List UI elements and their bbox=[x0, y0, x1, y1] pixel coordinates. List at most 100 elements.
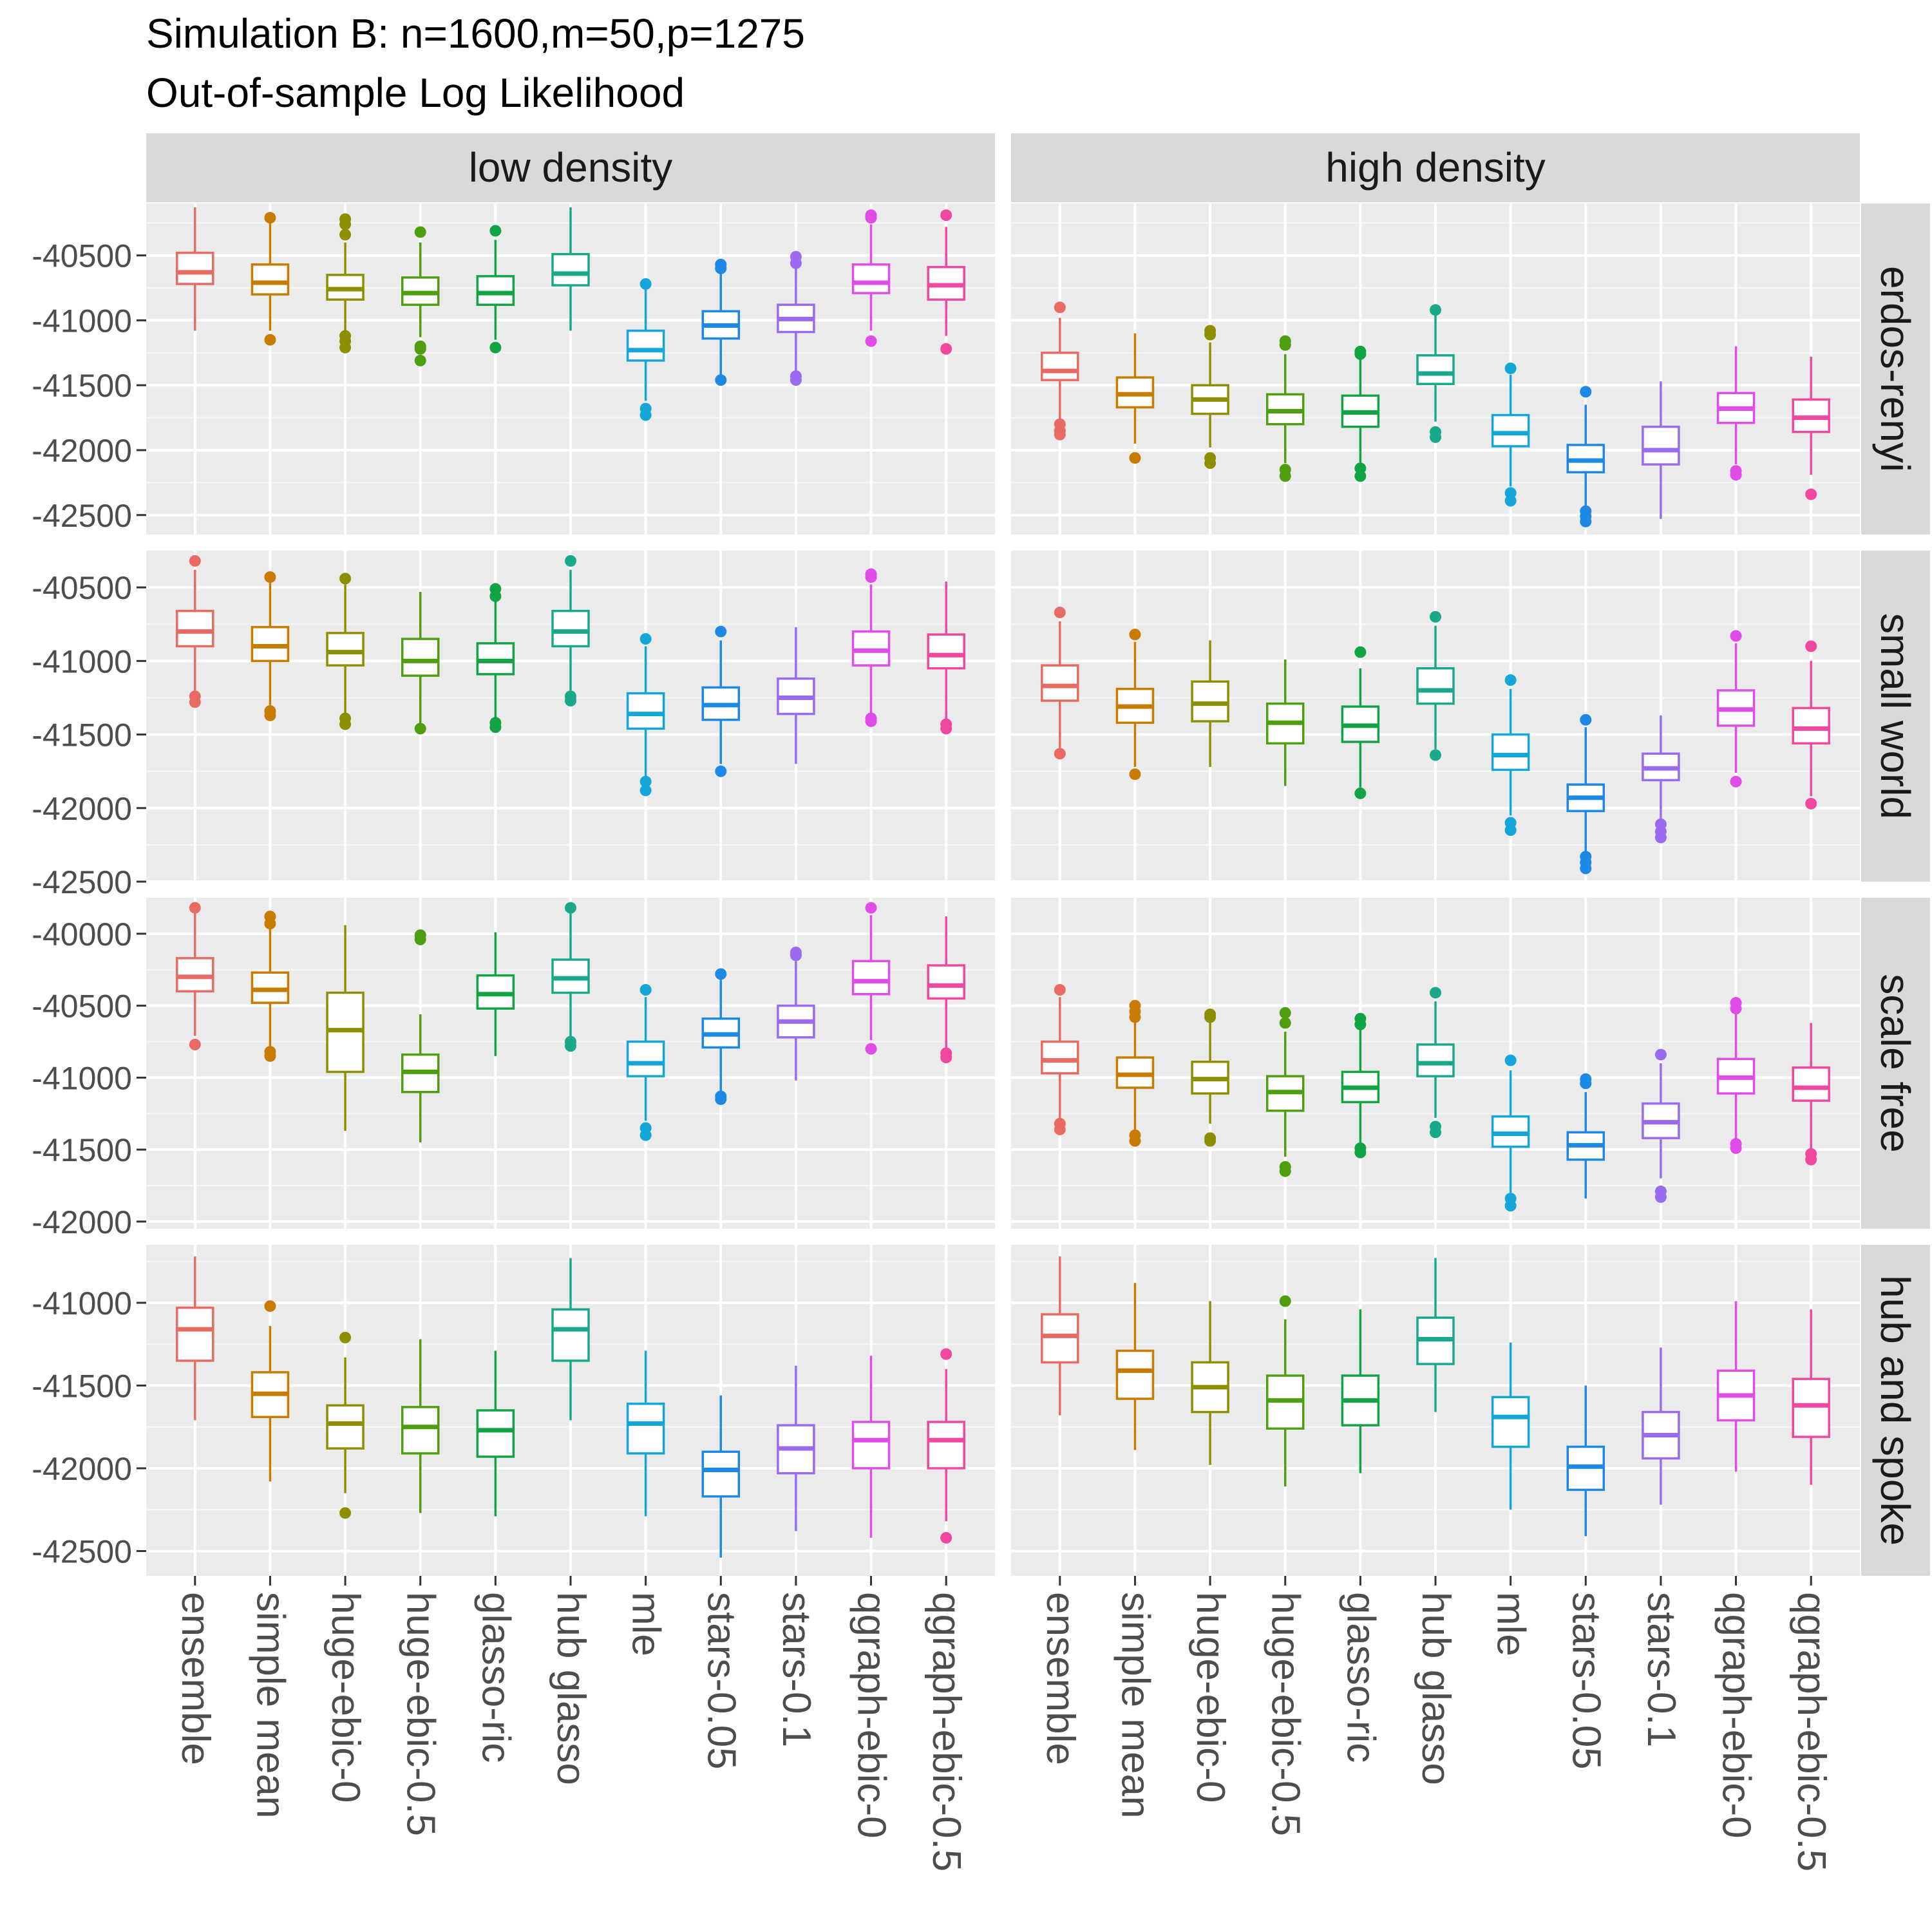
box-qgraph-ebic-0-5 bbox=[1792, 356, 1830, 500]
outlier-point bbox=[715, 968, 727, 980]
box-stars-0-05 bbox=[1566, 714, 1605, 875]
box-ensemble bbox=[1041, 1256, 1079, 1416]
box-iqr bbox=[927, 964, 965, 1000]
box-glasso-ric bbox=[1341, 345, 1380, 482]
box-iqr bbox=[851, 1421, 891, 1470]
outlier-point bbox=[1054, 606, 1066, 618]
outlier-point bbox=[414, 226, 426, 238]
outlier-point bbox=[189, 1038, 201, 1050]
outlier-point bbox=[1430, 1126, 1441, 1139]
box-mle bbox=[1491, 362, 1530, 507]
box-ensemble bbox=[1041, 606, 1079, 760]
outlier-point bbox=[1730, 469, 1742, 481]
box-iqr bbox=[626, 1040, 665, 1077]
outlier-point bbox=[639, 1129, 652, 1141]
outlier-point bbox=[339, 1507, 352, 1519]
x-tick-label: stars-0.1 bbox=[1639, 1592, 1683, 1747]
x-tick-label: stars-0.05 bbox=[1564, 1592, 1608, 1770]
box-stars-0-1 bbox=[1642, 1347, 1680, 1505]
outlier-point bbox=[264, 1300, 276, 1312]
box-iqr bbox=[626, 329, 665, 362]
box-stars-0-05 bbox=[701, 258, 741, 386]
box-stars-0-1 bbox=[777, 1365, 815, 1531]
panel bbox=[1011, 204, 1860, 535]
facet-label-row: small world bbox=[1872, 613, 1918, 819]
y-tick-label: -41500 bbox=[32, 1132, 132, 1168]
y-tick-label: -41000 bbox=[32, 303, 132, 339]
box-qgraph-ebic-0 bbox=[1716, 997, 1756, 1154]
x-tick-label: glasso-ric bbox=[473, 1592, 518, 1763]
box-glasso-ric bbox=[476, 932, 515, 1056]
y-tick-label: -42500 bbox=[32, 864, 132, 900]
x-tick-label: huge-ebic-0 bbox=[1188, 1592, 1233, 1803]
box-glasso-ric bbox=[476, 583, 515, 734]
outlier-point bbox=[264, 571, 276, 583]
outlier-point bbox=[414, 354, 426, 366]
outlier-point bbox=[940, 1052, 952, 1064]
x-tick-label: qgraph-ebic-0 bbox=[1714, 1592, 1759, 1839]
box-mle bbox=[626, 1350, 665, 1517]
box-huge-ebic-0 bbox=[1191, 1009, 1229, 1147]
box-iqr bbox=[927, 633, 965, 670]
outlier-point bbox=[1204, 1135, 1217, 1147]
box-iqr bbox=[701, 1450, 741, 1498]
box-qgraph-ebic-0-5 bbox=[927, 581, 965, 735]
outlier-point bbox=[1279, 1007, 1291, 1019]
outlier-point bbox=[1654, 1048, 1667, 1061]
box-iqr bbox=[1491, 733, 1530, 772]
box-iqr bbox=[1041, 1040, 1079, 1075]
x-tick-label: simple mean bbox=[248, 1592, 292, 1818]
y-tick-label: -41500 bbox=[32, 717, 132, 753]
facet-strip-high bbox=[1011, 133, 1860, 202]
box-iqr bbox=[1491, 1396, 1530, 1448]
outlier-point bbox=[1054, 301, 1066, 314]
facet-label-column: high density bbox=[1325, 144, 1546, 191]
outlier-point bbox=[1129, 1135, 1141, 1147]
outlier-point bbox=[940, 1348, 952, 1360]
box-iqr bbox=[176, 609, 214, 648]
x-tick-label: simple mean bbox=[1113, 1592, 1157, 1818]
y-tick-label: -42000 bbox=[32, 791, 132, 827]
box-glasso-ric bbox=[1341, 1012, 1380, 1159]
x-tick-label: huge-ebic-0.5 bbox=[1264, 1592, 1308, 1836]
y-tick-label: -42500 bbox=[32, 1533, 132, 1569]
box-huge-ebic-0 bbox=[1191, 640, 1229, 767]
box-iqr bbox=[476, 275, 515, 306]
outlier-point bbox=[1279, 1017, 1291, 1029]
outlier-point bbox=[1054, 1123, 1066, 1135]
x-tick-label: qgraph-ebic-0 bbox=[849, 1592, 894, 1839]
facet-strip-row bbox=[1861, 1245, 1930, 1576]
box-qgraph-ebic-0 bbox=[851, 902, 891, 1055]
outlier-point bbox=[1730, 1003, 1742, 1015]
box-qgraph-ebic-0-5 bbox=[927, 1348, 965, 1544]
x-tick-label: huge-ebic-0 bbox=[323, 1592, 368, 1803]
x-tick-label: ensemble bbox=[1038, 1592, 1083, 1765]
x-tick-label: qgraph-ebic-0.5 bbox=[924, 1592, 969, 1871]
x-tick-label: glasso-ric bbox=[1338, 1592, 1383, 1763]
y-tick-label: -40500 bbox=[32, 989, 132, 1025]
box-ensemble bbox=[1041, 301, 1079, 440]
outlier-point bbox=[264, 212, 276, 224]
outlier-point bbox=[489, 590, 502, 602]
box-huge-ebic-0-5 bbox=[1265, 659, 1305, 786]
outlier-point bbox=[1279, 1165, 1291, 1177]
box-iqr bbox=[1416, 1043, 1455, 1077]
outlier-point bbox=[339, 573, 352, 585]
outlier-point bbox=[1805, 1153, 1817, 1166]
outlier-point bbox=[865, 335, 877, 347]
y-tick-label: -41500 bbox=[32, 368, 132, 404]
y-tick-label: -41000 bbox=[32, 1285, 132, 1321]
outlier-point bbox=[489, 341, 502, 354]
outlier-point bbox=[414, 343, 426, 355]
outlier-point bbox=[865, 902, 877, 914]
box-huge-ebic-0 bbox=[326, 213, 365, 354]
box-glasso-ric bbox=[1341, 1309, 1380, 1473]
outlier-point bbox=[1279, 470, 1291, 482]
box-huge-ebic-0-5 bbox=[1265, 335, 1305, 482]
outlier-point bbox=[1354, 348, 1367, 360]
box-huge-ebic-0-5 bbox=[401, 1339, 440, 1513]
x-tick-label: hub glasso bbox=[1414, 1592, 1458, 1785]
box-iqr bbox=[326, 632, 365, 667]
outlier-point bbox=[264, 334, 276, 346]
